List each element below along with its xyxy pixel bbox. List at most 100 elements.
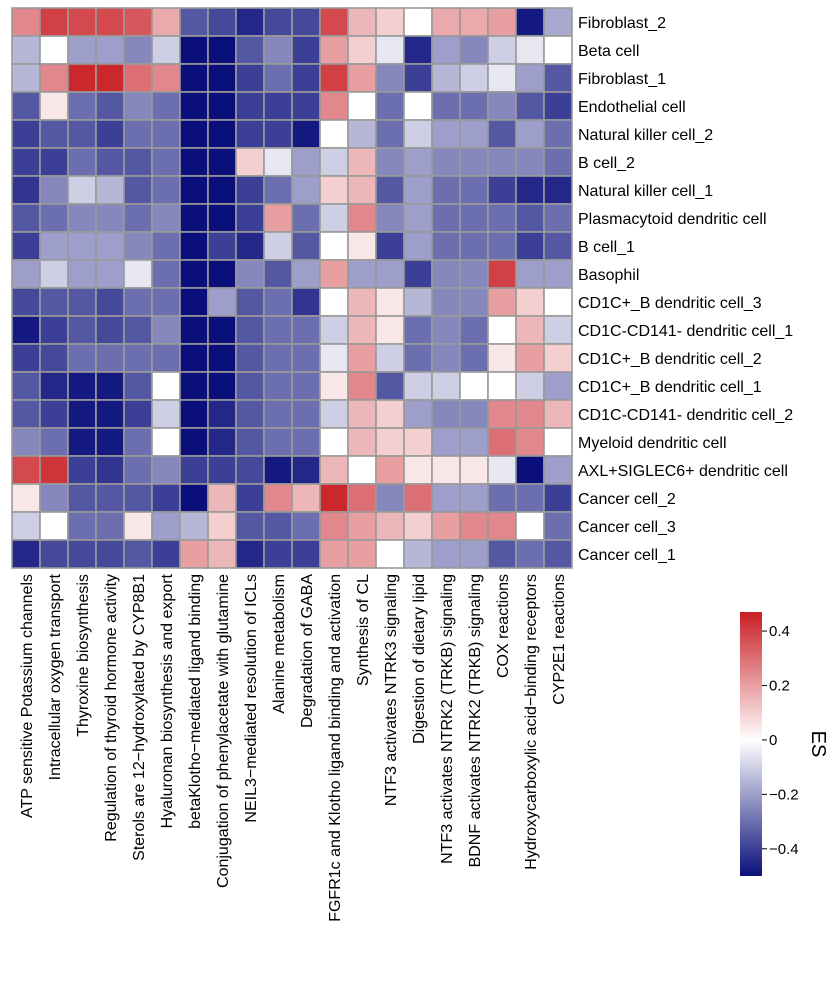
heatmap-cell [487, 175, 517, 205]
heatmap-cell [67, 483, 97, 513]
heatmap-cell [95, 371, 125, 401]
heatmap-cell [263, 343, 293, 373]
heatmap-cell [459, 455, 489, 485]
heatmap-cell [543, 203, 573, 233]
heatmap-cell [67, 399, 97, 429]
heatmap-cell [543, 231, 573, 261]
heatmap-cell [67, 259, 97, 289]
heatmap-cell [123, 91, 153, 121]
heatmap-cell [431, 175, 461, 205]
colorbar-tick-label: −0.2 [769, 786, 799, 803]
heatmap-cell [347, 539, 377, 569]
colorbar-gradient [740, 612, 762, 876]
column-label: ATP sensitive Potassium channels [19, 574, 36, 818]
heatmap-cell [235, 315, 265, 345]
heatmap-cell [207, 35, 237, 65]
heatmap-cell [319, 63, 349, 93]
heatmap-cell [207, 539, 237, 569]
column-label: Sterols are 12−hydroxylated by CYP8B1 [131, 574, 148, 861]
heatmap-cell [151, 63, 181, 93]
heatmap-cell [459, 315, 489, 345]
heatmap-cell [487, 147, 517, 177]
heatmap-cell [235, 343, 265, 373]
heatmap-cell [291, 91, 321, 121]
heatmap-cell [235, 371, 265, 401]
row-label: Cancer cell_1 [578, 547, 676, 564]
heatmap-cell [235, 259, 265, 289]
heatmap-cell [263, 539, 293, 569]
heatmap-cell [375, 175, 405, 205]
heatmap-cell [487, 371, 517, 401]
heatmap-cell [179, 455, 209, 485]
heatmap-cell [403, 427, 433, 457]
colorbar-tick-label: 0 [769, 732, 777, 749]
heatmap-cell [235, 231, 265, 261]
row-label: B cell_1 [578, 239, 635, 256]
heatmap-cell [459, 287, 489, 317]
row-label: Endothelial cell [578, 99, 686, 116]
heatmap-cell [431, 315, 461, 345]
heatmap-cell [543, 371, 573, 401]
heatmap-cell [207, 259, 237, 289]
heatmap-cell [375, 455, 405, 485]
heatmap-cell [123, 287, 153, 317]
heatmap-cell [459, 511, 489, 541]
heatmap-cell [151, 511, 181, 541]
heatmap-cell [151, 483, 181, 513]
heatmap-cell [515, 91, 545, 121]
heatmap-cell [319, 203, 349, 233]
heatmap-cell [67, 287, 97, 317]
heatmap-cell [319, 231, 349, 261]
heatmap-cell [431, 147, 461, 177]
heatmap-cell [95, 483, 125, 513]
heatmap-cell [95, 7, 125, 37]
row-label: Beta cell [578, 43, 639, 60]
heatmap-cell [487, 539, 517, 569]
heatmap-cell [319, 35, 349, 65]
column-label: COX reactions [495, 574, 512, 678]
heatmap-cell [459, 119, 489, 149]
heatmap-cell [375, 119, 405, 149]
heatmap-cell [39, 287, 69, 317]
heatmap-cell [67, 203, 97, 233]
row-label: Fibroblast_2 [578, 15, 666, 32]
heatmap-cell [347, 427, 377, 457]
heatmap-cell [67, 511, 97, 541]
heatmap-cell [347, 287, 377, 317]
heatmap-cell [263, 371, 293, 401]
heatmap-cell [347, 511, 377, 541]
heatmap-cell [263, 91, 293, 121]
heatmap-cell [291, 175, 321, 205]
heatmap-cell [95, 175, 125, 205]
heatmap-cell [543, 287, 573, 317]
row-label: Myeloid dendritic cell [578, 435, 727, 452]
heatmap-cell [39, 119, 69, 149]
heatmap-cell [11, 91, 41, 121]
heatmap-cell [347, 91, 377, 121]
heatmap-cell [431, 35, 461, 65]
heatmap-cell [487, 119, 517, 149]
heatmap-cell [179, 399, 209, 429]
heatmap-cell [95, 399, 125, 429]
heatmap-cell [67, 147, 97, 177]
heatmap-cell [487, 35, 517, 65]
heatmap-cell [515, 63, 545, 93]
heatmap-cell [459, 427, 489, 457]
heatmap-cell [179, 35, 209, 65]
row-label: CD1C+_B dendritic cell_1 [578, 379, 762, 396]
heatmap-cell [235, 147, 265, 177]
heatmap-cell [151, 231, 181, 261]
heatmap-cell [431, 203, 461, 233]
heatmap-cell [487, 427, 517, 457]
heatmap-cell [235, 399, 265, 429]
heatmap-cell [151, 315, 181, 345]
heatmap-cell [207, 343, 237, 373]
heatmap-cell [459, 259, 489, 289]
colorbar-tick-label: 0.2 [769, 677, 790, 694]
heatmap-cell [487, 203, 517, 233]
heatmap-cell [151, 119, 181, 149]
heatmap-cell [347, 203, 377, 233]
column-label: Digestion of dietary lipid [411, 574, 428, 744]
